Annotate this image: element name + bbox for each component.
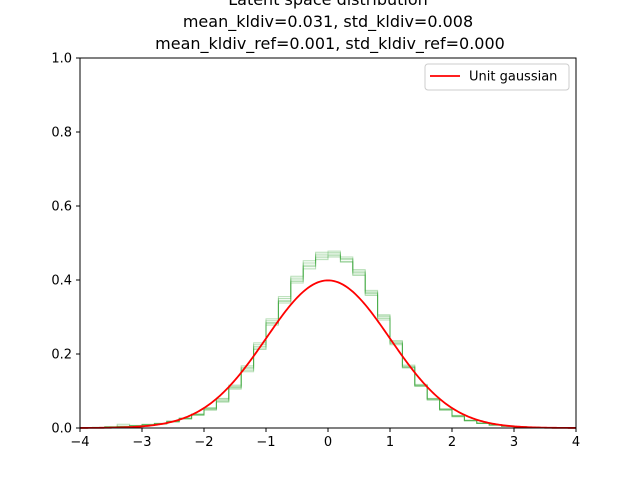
chart-title: Latent space distribution mean_kldiv=0.0… [155,0,505,54]
title-line-1: Latent space distribution [228,0,428,9]
x-axis: −4 −3 −2 −1 0 1 2 3 4 [70,428,580,450]
x-tick-label: 3 [510,435,518,450]
histogram-series-3 [80,250,576,429]
y-tick-label: 0.0 [51,422,72,437]
y-tick-label: 0.2 [51,348,72,363]
y-tick-label: 0.8 [51,126,72,141]
x-tick-label: 2 [448,435,456,450]
x-tick-label: −2 [194,435,213,450]
x-tick-label: −3 [132,435,151,450]
x-tick-label: −4 [70,435,89,450]
histogram-series-5 [80,252,576,429]
plot-content [80,250,576,429]
y-tick-label: 0.4 [51,274,72,289]
y-axis: 0.0 0.2 0.4 0.6 0.8 1.0 [51,52,80,437]
title-line-2: mean_kldiv=0.031, std_kldiv=0.008 [183,12,473,32]
legend-label-unit-gaussian: Unit gaussian [469,70,557,85]
axes-frame [79,57,577,429]
histogram-series-4 [80,255,576,429]
legend: Unit gaussian [424,63,570,91]
x-tick-label: 0 [324,435,332,450]
title-line-3: mean_kldiv_ref=0.001, std_kldiv_ref=0.00… [155,34,505,54]
x-tick-label: 1 [386,435,394,450]
y-tick-label: 1.0 [51,52,72,67]
legend-box [424,63,570,91]
x-tick-label: 4 [572,435,580,450]
y-tick-label: 0.6 [51,200,72,215]
unit-gaussian-line [80,279,576,429]
x-tick-label: −1 [256,435,275,450]
histogram-series-2 [80,256,576,429]
